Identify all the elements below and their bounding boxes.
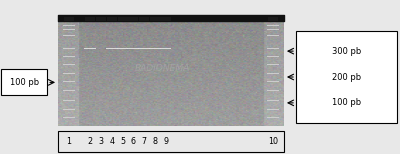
Bar [117,48,128,49]
Text: 100 pb: 100 pb [10,78,39,87]
Text: 3: 3 [98,137,104,146]
Text: 2: 2 [88,137,93,146]
Bar [63,56,75,57]
Bar [63,64,75,65]
Bar [63,48,75,49]
Bar [64,17,74,22]
Bar [267,117,279,118]
Text: 7: 7 [142,137,147,146]
Bar [138,48,150,49]
Bar [149,48,161,49]
Bar [63,109,75,110]
FancyBboxPatch shape [58,131,284,152]
Bar [160,17,171,22]
Bar [128,17,138,22]
Text: 6: 6 [131,137,136,146]
Bar [63,100,75,101]
Bar [267,48,279,49]
Bar [63,35,75,36]
Bar [267,56,279,57]
Bar [63,42,75,43]
Bar [267,35,279,36]
Bar [267,64,279,65]
Bar [267,100,279,101]
Bar [128,48,139,49]
Bar [107,17,117,22]
Text: 200 pb: 200 pb [332,73,361,81]
Bar [63,117,75,118]
Bar [267,29,279,30]
Text: 8: 8 [152,137,158,146]
Bar [63,29,75,30]
Text: 9: 9 [163,137,168,146]
Bar [63,81,75,82]
Bar [267,109,279,110]
Text: 5: 5 [120,137,125,146]
Bar [96,17,106,22]
Bar [118,17,128,22]
Text: 100 pb: 100 pb [332,98,361,107]
Bar [63,25,75,26]
Text: 10: 10 [268,137,278,146]
Text: 1: 1 [66,137,71,146]
Text: 300 pb: 300 pb [332,47,361,56]
Bar [150,17,160,22]
Text: BADIONEMA: BADIONEMA [134,64,190,73]
Bar [267,81,279,82]
Bar [267,42,279,43]
Bar [267,25,279,26]
FancyBboxPatch shape [296,31,397,123]
Text: 4: 4 [109,137,114,146]
Bar [84,48,96,49]
Bar [85,17,96,22]
Bar [268,17,278,22]
Bar [106,48,118,49]
Bar [139,17,149,22]
FancyBboxPatch shape [1,69,47,95]
Bar [267,90,279,91]
Bar [160,48,172,49]
Bar [63,90,75,91]
